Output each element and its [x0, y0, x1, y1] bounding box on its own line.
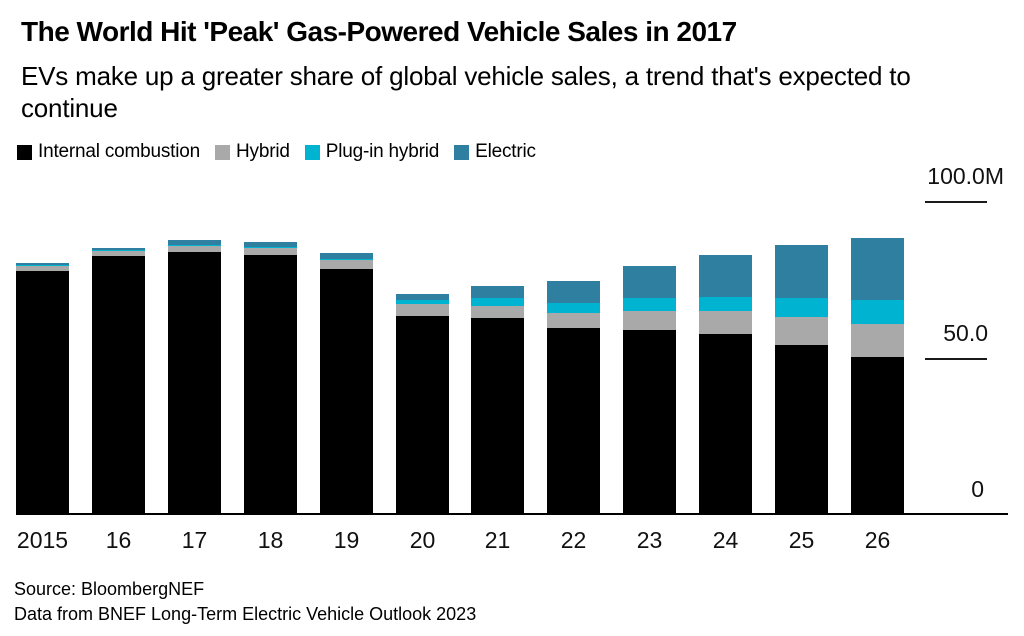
y-axis-tick-label: 100.0M [927, 163, 1004, 189]
bar-segment [320, 253, 373, 259]
bar-segment [244, 246, 297, 248]
bar-segment [547, 280, 600, 304]
chart-title: The World Hit 'Peak' Gas-Powered Vehicle… [21, 16, 737, 47]
bar-segment [92, 256, 145, 515]
y-axis-tick-line [925, 201, 987, 203]
legend-item: Hybrid [215, 141, 290, 163]
bar-segment [699, 254, 752, 298]
x-axis-label: 17 [181, 527, 208, 553]
x-axis-label: 22 [560, 527, 587, 553]
bar-segment [320, 268, 373, 515]
source-note: Source: BloombergNEF Data from BNEF Long… [14, 577, 476, 627]
bar-segment [92, 247, 145, 250]
bar-segment [16, 263, 69, 265]
bar-segment [168, 252, 221, 515]
y-axis-tick-label: 0 [971, 476, 984, 502]
bar-segment [775, 345, 828, 515]
x-axis-label: 19 [333, 527, 360, 553]
bar-segment [775, 297, 828, 318]
bar-segment [623, 297, 676, 312]
bar-segment [699, 334, 752, 515]
bar-segment [320, 259, 373, 269]
bar-segment [16, 270, 69, 515]
legend-label: Plug-in hybrid [325, 141, 440, 162]
bar-segment [775, 244, 828, 298]
bar-segment [547, 303, 600, 313]
chart-subtitle: EVs make up a greater share of global ve… [21, 60, 1011, 124]
y-axis-tick-line [925, 357, 987, 360]
legend-item: Plug-in hybrid [304, 141, 440, 163]
legend: Internal combustion Hybrid Plug-in hybrid E… [17, 141, 536, 163]
bar-segment [396, 304, 449, 317]
legend-item: Electric [454, 141, 536, 163]
legend-label: Hybrid [236, 141, 290, 162]
x-axis-label: 2015 [16, 527, 69, 553]
source-line-1: Source: BloombergNEF [14, 579, 205, 599]
bar-segment [471, 285, 524, 299]
legend-label: Electric [475, 141, 536, 162]
source-line-2: Data from BNEF Long-Term Electric Vehicl… [14, 604, 477, 624]
legend-item: Internal combustion [17, 141, 200, 163]
bar-segment [699, 297, 752, 312]
legend-swatch-icon [215, 144, 231, 160]
x-axis-baseline [16, 513, 1008, 515]
bar-segment [851, 300, 904, 325]
bar-segment [471, 298, 524, 306]
x-axis-label: 18 [257, 527, 284, 553]
x-axis-label: 23 [636, 527, 663, 553]
bar-segment [623, 330, 676, 515]
bar-segment [623, 265, 676, 298]
chart-subtitle-line-1: EVs make up a greater share of global ve… [21, 61, 911, 91]
bar-segment [851, 324, 904, 357]
bar-segment [851, 356, 904, 515]
y-axis-tick-label: 50.0 [943, 319, 988, 346]
bar-segment [244, 248, 297, 255]
legend-swatch-icon [17, 144, 32, 160]
x-axis-label: 21 [484, 527, 511, 553]
bar-segment [396, 294, 449, 300]
bar-segment [244, 241, 297, 247]
x-axis-label: 16 [105, 527, 132, 553]
x-axis-label: 24 [712, 527, 739, 553]
bar-segment [471, 318, 524, 515]
bar-segment [775, 317, 828, 346]
bar-segment [396, 299, 449, 305]
bar-segment [16, 265, 69, 271]
bar-segment [92, 249, 145, 251]
legend-swatch-icon [454, 144, 470, 160]
bar-segment [623, 311, 676, 331]
bar-segment [547, 312, 600, 329]
bar-segment [851, 237, 904, 301]
bar-segment [396, 316, 449, 515]
bar-segment [244, 254, 297, 515]
bar-segment [320, 258, 373, 260]
bar-segment [16, 264, 69, 266]
x-axis-label: 26 [864, 527, 891, 553]
legend-swatch-icon [304, 144, 320, 160]
bar-segment [699, 311, 752, 335]
x-axis-label: 20 [409, 527, 436, 553]
x-axis-label: 25 [788, 527, 815, 553]
bar-segment [547, 328, 600, 515]
bar-segment [168, 245, 221, 253]
bar-segment [92, 250, 145, 257]
chart-subtitle-line-2: continue [21, 93, 118, 123]
bar-segment [168, 240, 221, 245]
bar-segment [168, 244, 221, 246]
bar-segment [471, 305, 524, 319]
legend-label: Internal combustion [38, 141, 201, 162]
